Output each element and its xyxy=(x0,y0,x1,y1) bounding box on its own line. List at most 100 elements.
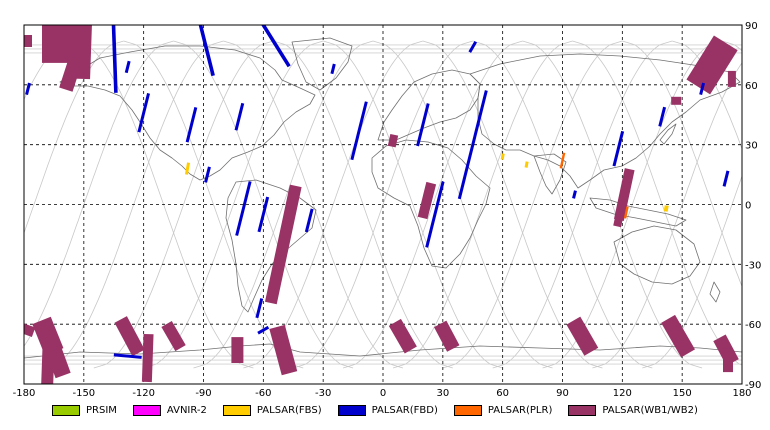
palsar-fbs-footprint xyxy=(184,162,191,175)
orbit-track xyxy=(442,40,623,369)
orbit-track xyxy=(243,40,424,369)
north-america-outline xyxy=(59,45,316,181)
orbit-track xyxy=(672,40,742,150)
palsar-fbd-footprint xyxy=(234,102,245,131)
x-tick-label: -30 xyxy=(315,388,331,399)
palsar-wb-footprint xyxy=(727,70,736,87)
orbit-track xyxy=(93,40,274,369)
palsar-plr-footprint xyxy=(559,152,566,169)
antarctica-outline xyxy=(24,343,742,359)
palsar-fbs-footprint xyxy=(524,161,529,168)
palsar-wb-footprint xyxy=(141,333,154,383)
legend-item-palsar-fbd: PALSAR(FBD) xyxy=(337,404,438,416)
palsar-fbd-footprint xyxy=(257,325,270,335)
legend: PRSIM AVNIR-2 PALSAR(FBS) PALSAR(FBD) PA… xyxy=(52,403,714,417)
palsar-wb-footprint xyxy=(264,184,302,305)
orbit-track xyxy=(24,40,174,347)
palsar-fbs-footprint xyxy=(500,153,505,160)
palsar-wb-footprint xyxy=(74,25,94,80)
orbit-track xyxy=(293,40,473,369)
legend-swatch xyxy=(52,404,80,416)
x-tick-label: -180 xyxy=(13,388,36,399)
y-tick-label: -30 xyxy=(745,260,761,271)
palsar-wb-footprint xyxy=(269,324,298,376)
y-tick-label: -60 xyxy=(745,320,761,331)
orbit-track xyxy=(592,62,742,369)
palsar-wb-footprint xyxy=(24,35,32,47)
palsar-fbd-footprint xyxy=(416,103,430,147)
palsar-wb-footprint xyxy=(387,133,399,148)
legend-label: PALSAR(FBS) xyxy=(256,404,322,416)
palsar-fbd-footprint xyxy=(235,181,252,236)
orbit-track xyxy=(24,40,75,101)
x-tick-label: -90 xyxy=(195,388,211,399)
legend-label: AVNIR-2 xyxy=(166,404,207,416)
palsar-wb-footprint xyxy=(161,320,186,352)
legend-swatch xyxy=(222,404,251,416)
x-tick-label: 150 xyxy=(673,388,692,399)
x-axis-ticks: -180 -150 -120 -90 -60 -30 0 30 60 90 120 150 180 xyxy=(13,388,752,399)
palsar-fbd-footprint xyxy=(124,60,131,74)
palsar-fbd-footprint xyxy=(572,190,577,199)
x-tick-label: 120 xyxy=(613,388,632,399)
orbit-track xyxy=(273,40,453,369)
y-tick-label: -90 xyxy=(745,380,761,391)
palsar-fbd-footprint xyxy=(350,101,368,161)
map-frame xyxy=(23,24,743,385)
legend-label: PALSAR(FBD) xyxy=(371,404,438,416)
palsar-fbd-footprint xyxy=(425,181,445,248)
x-tick-label: 180 xyxy=(732,388,751,399)
africa-outline xyxy=(371,139,491,269)
legend-label: PALSAR(PLR) xyxy=(487,404,553,416)
australia-outline xyxy=(613,225,701,285)
palsar-fbd-footprint xyxy=(304,208,314,233)
palsar-fbd-footprint xyxy=(658,106,667,127)
legend-item-prsim: PRSIM xyxy=(52,404,117,416)
x-tick-label: 0 xyxy=(380,388,386,399)
new-zealand-outline xyxy=(709,281,721,303)
palsar-wb-footprint xyxy=(661,314,695,358)
x-tick-label: -120 xyxy=(132,388,155,399)
legend-swatch xyxy=(568,404,597,416)
palsar-fbs-footprint xyxy=(663,205,669,212)
scene-footprints xyxy=(24,25,739,384)
palsar-wb-footprint xyxy=(614,168,635,221)
y-tick-label: 90 xyxy=(745,21,758,32)
palsar-fbd-footprint xyxy=(255,298,264,319)
palsar-wb-footprint xyxy=(417,181,437,220)
legend-item-avnir-2: AVNIR-2 xyxy=(132,404,207,416)
palsar-fbd-footprint xyxy=(137,93,150,133)
x-tick-label: -60 xyxy=(255,388,271,399)
japan-outline xyxy=(659,123,677,145)
palsar-fbd-footprint xyxy=(204,166,211,183)
palsar-wb-footprint xyxy=(231,337,244,364)
legend-swatch xyxy=(337,404,366,416)
y-axis-ticks: 90 60 30 0 -30 -60 -90 xyxy=(745,21,761,391)
palsar-wb-footprint xyxy=(613,213,624,228)
palsar-wb-footprint xyxy=(388,318,417,354)
palsar-fbd-footprint xyxy=(25,82,31,95)
legend-label: PRSIM xyxy=(86,404,117,416)
palsar-fbd-footprint xyxy=(468,41,478,53)
palsar-wb-footprint xyxy=(566,316,599,356)
palsar-fbd-footprint xyxy=(330,63,336,75)
palsar-plr-footprint xyxy=(623,206,629,219)
x-tick-label: -150 xyxy=(72,388,95,399)
palsar-wb-footprint xyxy=(114,316,145,357)
legend-swatch xyxy=(132,404,161,416)
legend-label: PALSAR(WB1/WB2) xyxy=(602,404,698,416)
legend-item-palsar-plr: PALSAR(PLR) xyxy=(453,404,553,416)
x-tick-label: 90 xyxy=(556,388,569,399)
y-tick-label: 0 xyxy=(745,201,751,212)
palsar-fbd-footprint xyxy=(457,90,488,200)
orbit-track xyxy=(173,40,354,369)
y-tick-label: 60 xyxy=(745,81,758,92)
palsar-fbd-footprint xyxy=(257,196,270,233)
legend-item-palsar-wb: PALSAR(WB1/WB2) xyxy=(568,404,698,416)
legend-item-palsar-fbs: PALSAR(FBS) xyxy=(222,404,322,416)
palsar-fbd-footprint xyxy=(722,170,730,187)
legend-swatch xyxy=(453,404,482,416)
palsar-fbd-footprint xyxy=(113,353,142,359)
